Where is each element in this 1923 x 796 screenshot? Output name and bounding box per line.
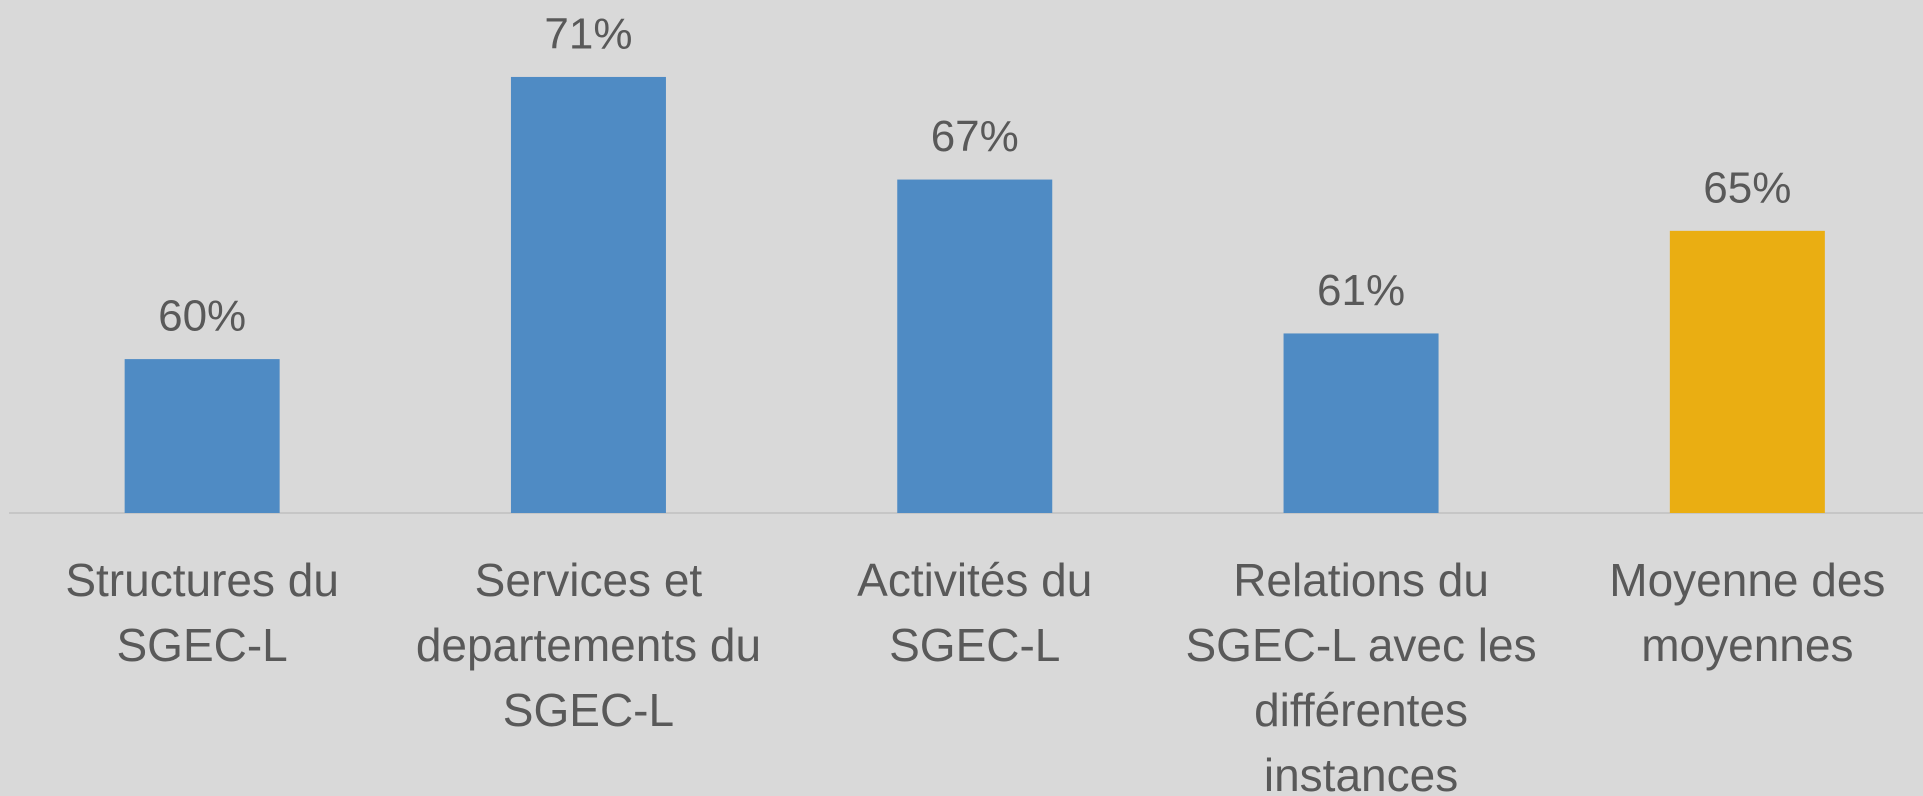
data-label: 61% (1317, 266, 1405, 315)
x-tick-label: Activités du SGEC-L (857, 554, 1093, 671)
x-tick-label: Relations du SGEC-L avec les différentes… (1185, 554, 1537, 796)
data-label: 71% (544, 10, 632, 59)
x-tick-label: Services et departements du SGEC-L (415, 554, 762, 736)
x-tick-label: Moyenne des moyennes (1609, 554, 1886, 671)
bar (897, 179, 1053, 514)
bar (124, 359, 280, 513)
data-label: 65% (1703, 163, 1791, 212)
data-label: 60% (158, 292, 246, 341)
x-tick-label: Structures du SGEC-L (65, 554, 339, 671)
data-label: 67% (931, 112, 1019, 161)
bar (1283, 333, 1439, 513)
bar (510, 76, 666, 513)
bar (1669, 230, 1825, 513)
